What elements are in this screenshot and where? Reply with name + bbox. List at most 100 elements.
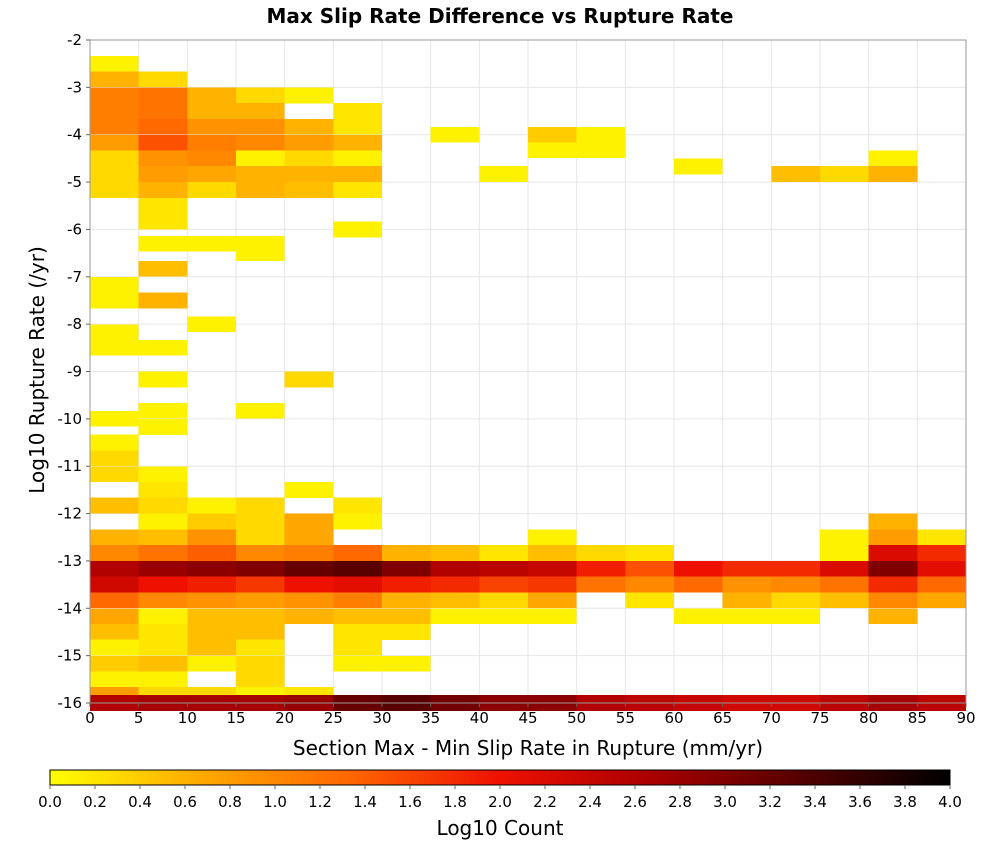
heatmap-cell xyxy=(187,235,236,252)
heatmap-cell xyxy=(528,592,577,609)
heatmap-cell xyxy=(917,561,966,577)
colorbar-tick-label: 0.2 xyxy=(83,793,107,811)
heatmap-cell xyxy=(333,592,382,609)
colorbar xyxy=(49,769,951,786)
heatmap-cell xyxy=(236,592,285,609)
heatmap-cell xyxy=(138,87,188,104)
heatmap-cell xyxy=(138,529,188,546)
heatmap-cell xyxy=(284,150,334,167)
heatmap-cell xyxy=(430,576,480,593)
heatmap-cell xyxy=(479,576,528,593)
heatmap-cell xyxy=(90,134,139,151)
heatmap-cell xyxy=(236,561,285,577)
heatmap-cell xyxy=(138,513,188,530)
heatmap-cell xyxy=(187,182,236,199)
heatmap-cell xyxy=(138,150,188,167)
colorbar-tick-label: 3.0 xyxy=(713,793,737,811)
heatmap-cell xyxy=(333,182,382,199)
colorbar-tick-label: 0.4 xyxy=(128,793,152,811)
heatmap-cell xyxy=(820,576,869,593)
heatmap-cell xyxy=(236,671,285,688)
heatmap-cell xyxy=(576,544,626,561)
heatmap-cell xyxy=(333,497,382,514)
heatmap-cell xyxy=(674,158,723,175)
heatmap-cell xyxy=(138,339,188,356)
heatmap-cell xyxy=(284,592,334,609)
heatmap-cell xyxy=(917,544,966,561)
x-tick-label: 5 xyxy=(134,709,144,727)
colorbar-tick-label: 4.0 xyxy=(938,793,962,811)
heatmap-cell xyxy=(674,608,723,625)
heatmap-cell xyxy=(187,544,236,561)
y-tick-label: -15 xyxy=(58,647,83,665)
heatmap-cell xyxy=(576,142,626,159)
heatmap-cell xyxy=(333,134,382,151)
x-tick-label: 85 xyxy=(908,709,927,727)
heatmap-cell xyxy=(236,245,285,261)
heatmap-cell xyxy=(90,324,139,341)
heatmap-cell xyxy=(187,608,236,625)
heatmap-cell xyxy=(528,529,577,546)
colorbar-tick-label: 3.4 xyxy=(803,793,827,811)
heatmap-cell xyxy=(90,671,139,688)
heatmap-cell xyxy=(820,561,869,577)
colorbar-tick-label: 2.6 xyxy=(623,793,647,811)
heatmap-cell xyxy=(576,576,626,593)
x-tick-label: 40 xyxy=(470,709,489,727)
x-tick-label: 20 xyxy=(275,709,294,727)
heatmap-cell xyxy=(90,150,139,167)
heatmap-cell xyxy=(187,576,236,593)
heatmap-cell xyxy=(576,126,626,143)
heatmap-cell xyxy=(236,150,285,167)
x-tick-label: 90 xyxy=(956,709,975,727)
heatmap-cell xyxy=(917,592,966,609)
heatmap-cell xyxy=(236,529,285,546)
heatmap-cell xyxy=(284,118,334,135)
heatmap-cell xyxy=(868,150,918,167)
y-tick-label: -10 xyxy=(58,410,83,428)
heatmap-cell xyxy=(674,576,723,593)
heatmap-cell xyxy=(284,576,334,593)
heatmap-cell xyxy=(236,544,285,561)
heatmap-cell xyxy=(138,576,188,593)
heatmap-cell xyxy=(479,608,528,625)
heatmap-cell xyxy=(138,608,188,625)
heatmap-cell xyxy=(868,592,918,609)
heatmap-cell xyxy=(382,592,431,609)
heatmap-cell xyxy=(187,316,236,333)
heatmap-cell xyxy=(284,134,334,151)
heatmap-cell xyxy=(333,624,382,640)
heatmap-cell xyxy=(820,166,869,182)
x-tick-label: 50 xyxy=(567,709,586,727)
heatmap-cell xyxy=(90,103,139,119)
heatmap-cell xyxy=(382,561,431,577)
heatmap-cell xyxy=(187,592,236,609)
x-tick-label: 0 xyxy=(85,709,95,727)
heatmap-cell xyxy=(187,561,236,577)
heatmap-cell xyxy=(90,87,139,104)
heatmap-cell xyxy=(138,118,188,135)
x-tick-label: 55 xyxy=(616,709,635,727)
heatmap-cell xyxy=(722,592,772,609)
heatmap-cell xyxy=(917,529,966,546)
y-tick-label: -11 xyxy=(58,457,83,475)
heatmap-cell xyxy=(382,655,431,672)
heatmap-cell xyxy=(625,576,674,593)
heatmap-cell xyxy=(284,166,334,182)
heatmap-cell xyxy=(771,592,820,609)
heatmap-cell xyxy=(333,166,382,182)
heatmap-cell xyxy=(236,513,285,530)
heatmap-cell xyxy=(771,576,820,593)
heatmap-cell xyxy=(236,166,285,182)
heatmap-cell xyxy=(284,513,334,530)
heatmap-cell xyxy=(138,371,188,388)
colorbar-tick-label: 2.2 xyxy=(533,793,557,811)
x-axis: 0 5 10 15 20 25 30 35 40 45 50 55 60 65 70 75 80 85 90 xyxy=(85,703,976,727)
heatmap-cell xyxy=(625,544,674,561)
heatmap-cell xyxy=(138,197,188,214)
colorbar-tick-label: 3.2 xyxy=(758,793,782,811)
colorbar-tick-label: 2.8 xyxy=(668,793,692,811)
heatmap-cell xyxy=(771,608,820,625)
heatmap-cell xyxy=(90,655,139,672)
heatmap-cell xyxy=(138,134,188,151)
